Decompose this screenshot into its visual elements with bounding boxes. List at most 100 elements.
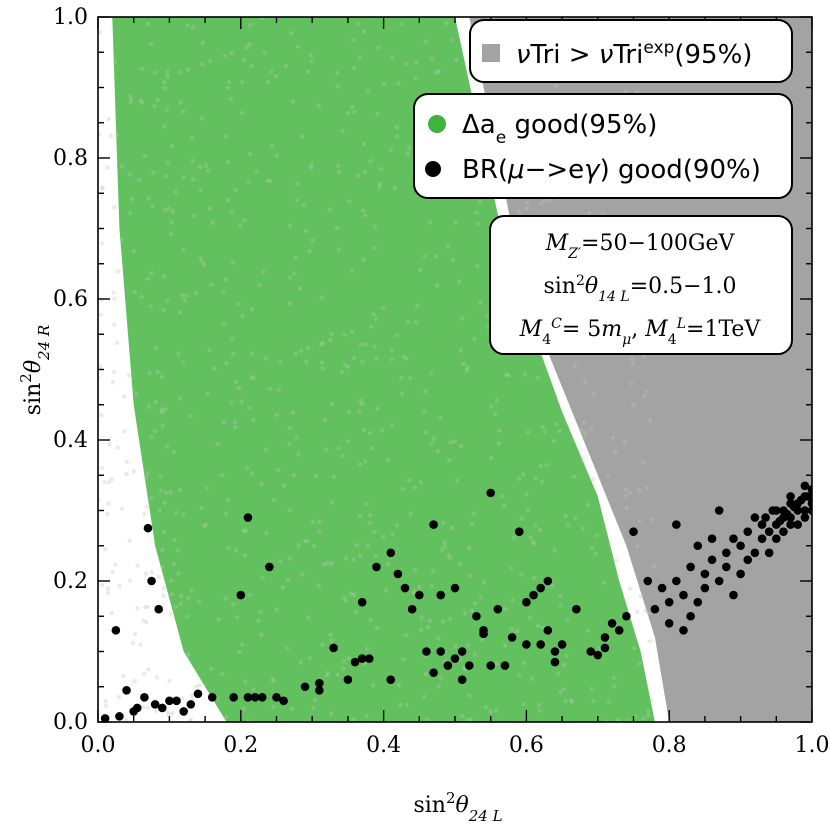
ae-speckle (565, 617, 570, 622)
ae-speckle (188, 413, 193, 419)
br-good-point (457, 647, 467, 656)
ae-speckle (413, 75, 418, 81)
ae-speckle (521, 472, 526, 477)
br-good-point (750, 513, 760, 522)
ae-speckle (165, 69, 170, 74)
ae-speckle (364, 502, 370, 507)
br-good-point (243, 693, 253, 702)
ae-speckle (439, 547, 445, 553)
ae-speckle (274, 153, 279, 158)
ae-speckle (249, 375, 254, 380)
br-good-point (372, 562, 381, 572)
br-good-point (250, 693, 260, 702)
ae-speckle (519, 516, 524, 521)
ae-speckle (249, 471, 254, 476)
br-good-point (279, 696, 288, 706)
ae-speckle (224, 511, 229, 516)
ae-speckle (499, 494, 504, 499)
ae-speckle (372, 224, 378, 229)
ae-speckle (329, 638, 334, 644)
ae-speckle (291, 473, 297, 478)
ae-speckle (99, 466, 105, 471)
ae-speckle (190, 24, 196, 30)
br-good-point (707, 555, 717, 565)
br-good-point (147, 576, 156, 586)
ae-speckle (465, 643, 471, 648)
ae-speckle (423, 671, 429, 677)
ae-speckle (417, 584, 422, 590)
ae-speckle (153, 708, 159, 713)
ae-speckle (372, 529, 377, 535)
ae-speckle (517, 209, 522, 214)
br-good-point (800, 513, 810, 522)
ae-speckle (223, 277, 229, 282)
ae-speckle (514, 628, 520, 634)
ae-speckle (388, 147, 394, 152)
br-good-point (572, 604, 581, 614)
x-tick-label: 0.6 (509, 733, 544, 758)
ae-speckle (184, 293, 189, 298)
ae-speckle (170, 710, 175, 716)
ae-speckle (433, 254, 438, 259)
ae-speckle (306, 69, 311, 74)
ae-speckle (186, 652, 191, 657)
ae-speckle (405, 319, 411, 325)
ae-speckle (336, 446, 342, 451)
br-good-point (693, 541, 703, 551)
br-good-point (429, 668, 438, 677)
ae-speckle (198, 165, 203, 170)
br-good-point (536, 640, 545, 649)
ae-speckle (429, 583, 434, 589)
ae-speckle (207, 347, 212, 353)
ae-speckle (365, 646, 370, 651)
ae-speckle (589, 686, 594, 691)
ae-speckle (541, 198, 547, 203)
ae-speckle (422, 253, 427, 259)
br-good-point (807, 499, 812, 508)
ae-speckle (644, 389, 649, 395)
ae-speckle (341, 659, 346, 664)
ae-speckle (198, 256, 203, 261)
ae-speckle (628, 586, 633, 591)
ae-speckle (115, 445, 120, 450)
ae-speckle (399, 21, 404, 27)
ae-speckle (404, 356, 409, 361)
ae-speckle (642, 394, 647, 399)
ae-speckle (310, 238, 316, 243)
ae-speckle (99, 185, 105, 190)
ae-speckle (135, 563, 140, 568)
ae-speckle (457, 279, 462, 285)
x-tick-label: 0.2 (223, 733, 258, 758)
ae-speckle (472, 600, 478, 606)
ae-speckle (316, 583, 322, 588)
ae-speckle (365, 88, 371, 94)
ae-speckle (624, 505, 629, 511)
ae-speckle (405, 151, 411, 156)
ae-speckle (306, 614, 311, 620)
ae-speckle (374, 625, 379, 630)
br-good-point (111, 626, 121, 635)
ae-speckle (293, 351, 299, 356)
br-good-point (436, 647, 446, 656)
br-good-point (300, 682, 310, 692)
br-good-point (500, 661, 510, 670)
ae-speckle (453, 220, 458, 225)
ae-speckle (404, 61, 409, 67)
ae-speckle (110, 380, 116, 385)
ae-speckle (271, 704, 276, 709)
ae-speckle (143, 604, 148, 610)
br-good-point (265, 562, 274, 572)
ae-speckle (251, 418, 256, 423)
ae-speckle (162, 123, 167, 129)
ae-speckle (251, 375, 256, 380)
ae-speckle (467, 573, 473, 578)
ae-speckle (551, 438, 557, 444)
ae-speckle (450, 525, 455, 530)
ae-speckle (317, 519, 322, 525)
ae-speckle (580, 526, 586, 532)
ae-speckle (641, 354, 647, 359)
ae-speckle (296, 543, 301, 548)
ae-speckle (375, 112, 380, 117)
ae-speckle (438, 415, 443, 421)
ae-speckle (139, 100, 144, 105)
